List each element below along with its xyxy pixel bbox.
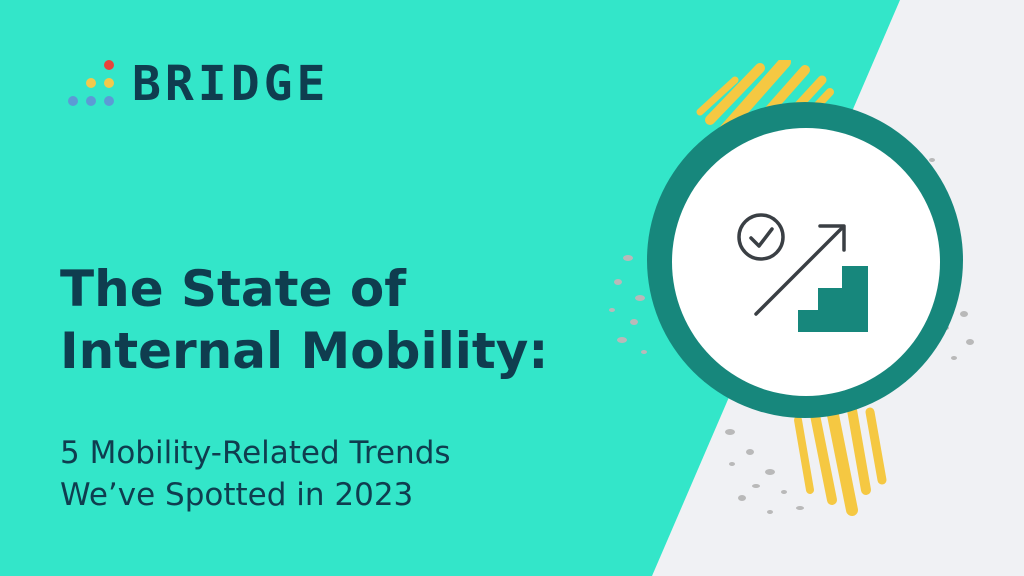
logo-dot-red [104, 60, 114, 70]
page-subtitle: 5 Mobility-Related Trends We’ve Spotted … [60, 432, 451, 516]
logo-dots-icon [66, 58, 116, 110]
bridge-logo: BRIDGE [66, 58, 329, 110]
logo-dot-blue [68, 96, 78, 106]
logo-dot-yellow [104, 78, 114, 88]
logo-dot-yellow [86, 78, 96, 88]
subtitle-line-1: 5 Mobility-Related Trends [60, 435, 451, 471]
arrow-up-right-icon [754, 224, 846, 316]
title-line-1: The State of [60, 260, 406, 318]
title-line-2: Internal Mobility: [60, 322, 549, 380]
subtitle-line-2: We’ve Spotted in 2023 [60, 477, 414, 513]
page-title: The State of Internal Mobility: [60, 258, 548, 382]
mobility-illustration [609, 60, 974, 516]
logo-dot-blue [86, 96, 96, 106]
logo-dot-blue [104, 96, 114, 106]
check-circle-icon [737, 213, 785, 261]
stairs-icon [798, 266, 868, 332]
logo-wordmark: BRIDGE [132, 56, 330, 112]
yellow-brush-strokes-bottom [794, 404, 887, 516]
